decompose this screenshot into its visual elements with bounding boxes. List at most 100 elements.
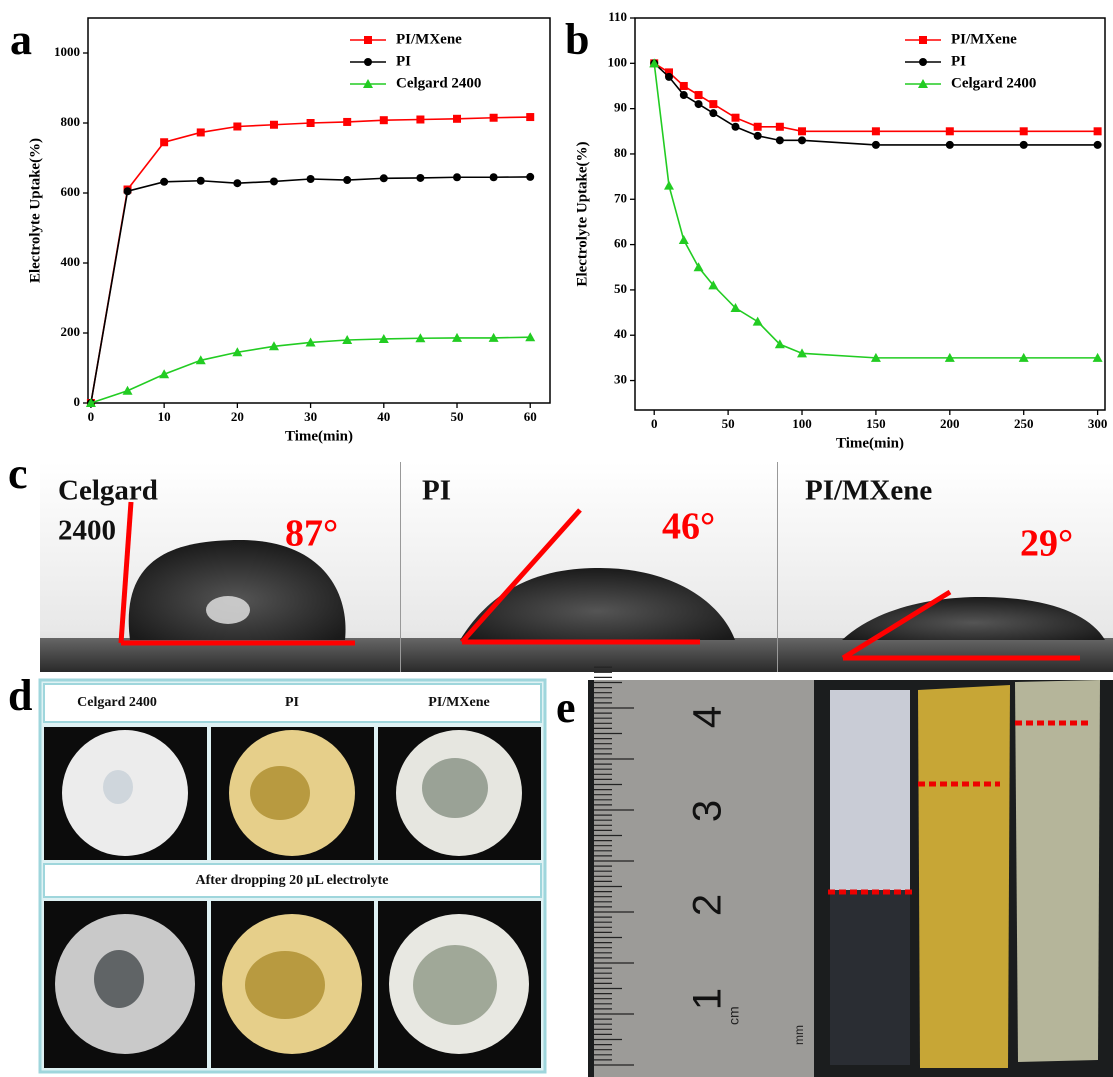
figure: a b c d e Celgard 2400 87° PI 46° PI/MXe… xyxy=(0,0,1113,1077)
marker xyxy=(526,113,534,121)
marker xyxy=(753,317,763,326)
x-tick-label: 50 xyxy=(722,416,735,431)
marker xyxy=(1020,127,1028,135)
marker xyxy=(270,121,278,129)
marker xyxy=(1094,141,1102,149)
y-tick-label: 50 xyxy=(614,281,627,296)
marker xyxy=(946,141,954,149)
y-tick-label: 1000 xyxy=(54,44,80,59)
marker xyxy=(1020,141,1028,149)
x-tick-label: 50 xyxy=(451,409,464,424)
y-tick-label: 30 xyxy=(614,372,627,387)
y-tick-label: 40 xyxy=(614,326,627,341)
column-header: Celgard 2400 xyxy=(77,695,157,710)
marker xyxy=(664,181,674,190)
marker xyxy=(490,114,498,122)
chart: 020040060080010000102030405060Time(min)E… xyxy=(27,18,550,444)
marker xyxy=(307,175,315,183)
marker xyxy=(343,118,351,126)
marker xyxy=(798,127,806,135)
series-line xyxy=(91,337,530,403)
x-tick-label: 30 xyxy=(304,409,317,424)
x-tick-label: 0 xyxy=(651,416,658,431)
legend-label: PI xyxy=(396,53,411,69)
marker xyxy=(416,116,424,124)
y-tick-label: 400 xyxy=(61,254,81,269)
chart: 30405060708090100110050100150200250300Ti… xyxy=(574,9,1107,451)
marker xyxy=(416,174,424,182)
marker xyxy=(754,132,762,140)
marker xyxy=(197,128,205,136)
ruler-number: 2 xyxy=(686,894,730,916)
x-tick-label: 10 xyxy=(158,409,171,424)
x-axis-title: Time(min) xyxy=(836,435,904,451)
x-tick-label: 100 xyxy=(792,416,812,431)
y-tick-label: 200 xyxy=(61,324,81,339)
marker xyxy=(160,178,168,186)
marker xyxy=(123,386,133,395)
marker xyxy=(680,82,688,90)
y-tick-label: 110 xyxy=(608,9,627,24)
x-tick-label: 300 xyxy=(1088,416,1108,431)
strip xyxy=(830,890,910,1065)
strip xyxy=(918,685,1010,1068)
x-axis-title: Time(min) xyxy=(285,428,353,444)
panel-label: a xyxy=(10,15,32,64)
legend-label: PI xyxy=(951,53,966,69)
sample-name: Celgard xyxy=(58,475,158,507)
column-header: PI/MXene xyxy=(428,695,489,710)
marker xyxy=(124,187,132,195)
y-tick-label: 600 xyxy=(61,184,81,199)
ruler xyxy=(594,680,814,1077)
marker xyxy=(665,73,673,81)
marker xyxy=(526,173,534,181)
y-tick-label: 100 xyxy=(608,54,628,69)
angle-label: 29° xyxy=(1020,523,1073,565)
marker xyxy=(197,177,205,185)
marker xyxy=(270,177,278,185)
y-tick-label: 800 xyxy=(61,114,81,129)
marker xyxy=(732,123,740,131)
ruler-number: 4 xyxy=(686,706,730,728)
marker xyxy=(732,114,740,122)
angle-label: 87° xyxy=(285,513,338,555)
marker xyxy=(160,138,168,146)
y-tick-label: 90 xyxy=(614,100,627,115)
banner: After dropping 20 μL electrolyte xyxy=(195,873,388,888)
panel-label: d xyxy=(8,671,32,720)
x-tick-label: 250 xyxy=(1014,416,1034,431)
sample-name: PI xyxy=(422,475,451,507)
y-tick-label: 80 xyxy=(614,145,627,160)
x-tick-label: 60 xyxy=(524,409,537,424)
ruler-unit: cm xyxy=(726,1006,742,1025)
legend-marker xyxy=(364,58,372,66)
marker xyxy=(872,127,880,135)
y-tick-label: 70 xyxy=(614,190,627,205)
legend-marker xyxy=(919,58,927,66)
y-axis-title: Electrolyte Uptake(%) xyxy=(27,138,43,283)
droplet-highlight xyxy=(206,596,250,624)
y-tick-label: 60 xyxy=(614,236,627,251)
legend-label: PI/MXene xyxy=(951,31,1017,47)
y-tick-label: 0 xyxy=(74,394,81,409)
series-line xyxy=(91,117,530,403)
marker xyxy=(754,123,762,131)
sample-name: 2400 xyxy=(58,515,116,547)
marker xyxy=(490,173,498,181)
ruler-number: 1 xyxy=(686,988,730,1010)
strip xyxy=(830,690,910,890)
series-line xyxy=(654,63,1097,131)
legend-label: PI/MXene xyxy=(396,31,462,47)
marker xyxy=(380,174,388,182)
legend-label: Celgard 2400 xyxy=(396,75,481,91)
ruler-unit: mm xyxy=(792,1025,806,1045)
x-tick-label: 20 xyxy=(231,409,244,424)
legend-marker xyxy=(364,36,372,44)
marker xyxy=(946,127,954,135)
panel-label: b xyxy=(565,15,589,64)
marker xyxy=(776,136,784,144)
x-tick-label: 200 xyxy=(940,416,960,431)
marker xyxy=(872,141,880,149)
strip xyxy=(1015,680,1100,1062)
marker xyxy=(307,119,315,127)
